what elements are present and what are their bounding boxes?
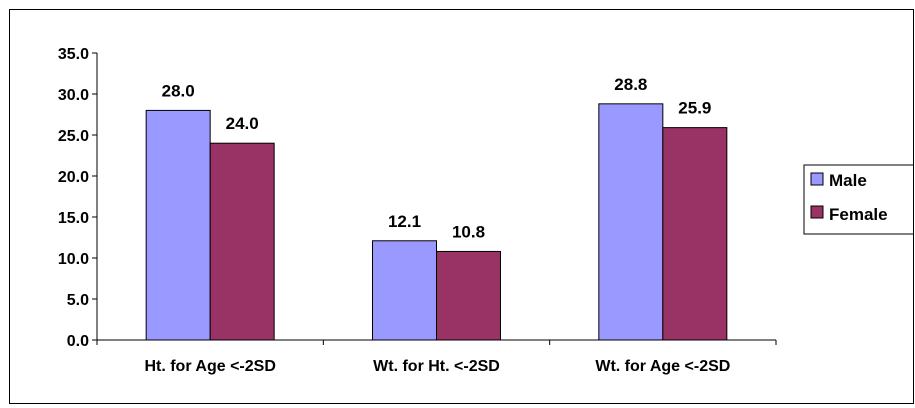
y-tick-label: 35.0 xyxy=(58,46,89,63)
bar-male xyxy=(372,240,437,341)
legend-swatch-male xyxy=(810,172,824,186)
data-label: 25.9 xyxy=(678,99,711,118)
legend-swatch-female xyxy=(810,205,824,219)
bar-chart: 0.0 5.0 10.0 15.0 20.0 25.0 30.0 35.0 Ht. for Ag… xyxy=(58,46,915,375)
legend-label-male: Male xyxy=(829,171,867,190)
y-tick-label: 30.0 xyxy=(58,87,89,104)
y-tick-label: 25.0 xyxy=(58,128,89,145)
y-tick-label: 0.0 xyxy=(67,333,89,350)
data-label: 28.0 xyxy=(162,81,195,100)
bar-female xyxy=(662,127,728,341)
bar-male xyxy=(145,109,211,341)
legend-label-female: Female xyxy=(829,205,888,224)
bar-female xyxy=(209,142,275,341)
legend: Male Female xyxy=(803,164,915,235)
x-tick-label: Wt. for Ht. <-2SD xyxy=(373,358,500,375)
bar-female xyxy=(436,250,501,341)
data-label: 10.8 xyxy=(452,222,485,241)
y-tick-label: 5.0 xyxy=(67,292,89,309)
data-label: 28.8 xyxy=(614,75,647,94)
bar-male xyxy=(598,103,664,341)
legend-frame xyxy=(803,164,915,235)
y-tick-label: 10.0 xyxy=(58,251,89,268)
x-tick-label: Wt. for Age <-2SD xyxy=(595,358,730,375)
chart-frame: 0.0 5.0 10.0 15.0 20.0 25.0 30.0 35.0 Ht. for Ag… xyxy=(9,9,915,404)
y-tick-label: 15.0 xyxy=(58,210,89,227)
data-label: 12.1 xyxy=(388,212,421,231)
y-tick-label: 20.0 xyxy=(58,169,89,186)
bars xyxy=(145,103,728,341)
x-tick-label: Ht. for Age <-2SD xyxy=(144,358,275,375)
data-labels: 28.0 24.0 12.1 10.8 28.8 25.9 xyxy=(162,75,712,242)
data-label: 24.0 xyxy=(226,114,259,133)
axes: 0.0 5.0 10.0 15.0 20.0 25.0 30.0 35.0 Ht. for Ag… xyxy=(58,46,777,375)
